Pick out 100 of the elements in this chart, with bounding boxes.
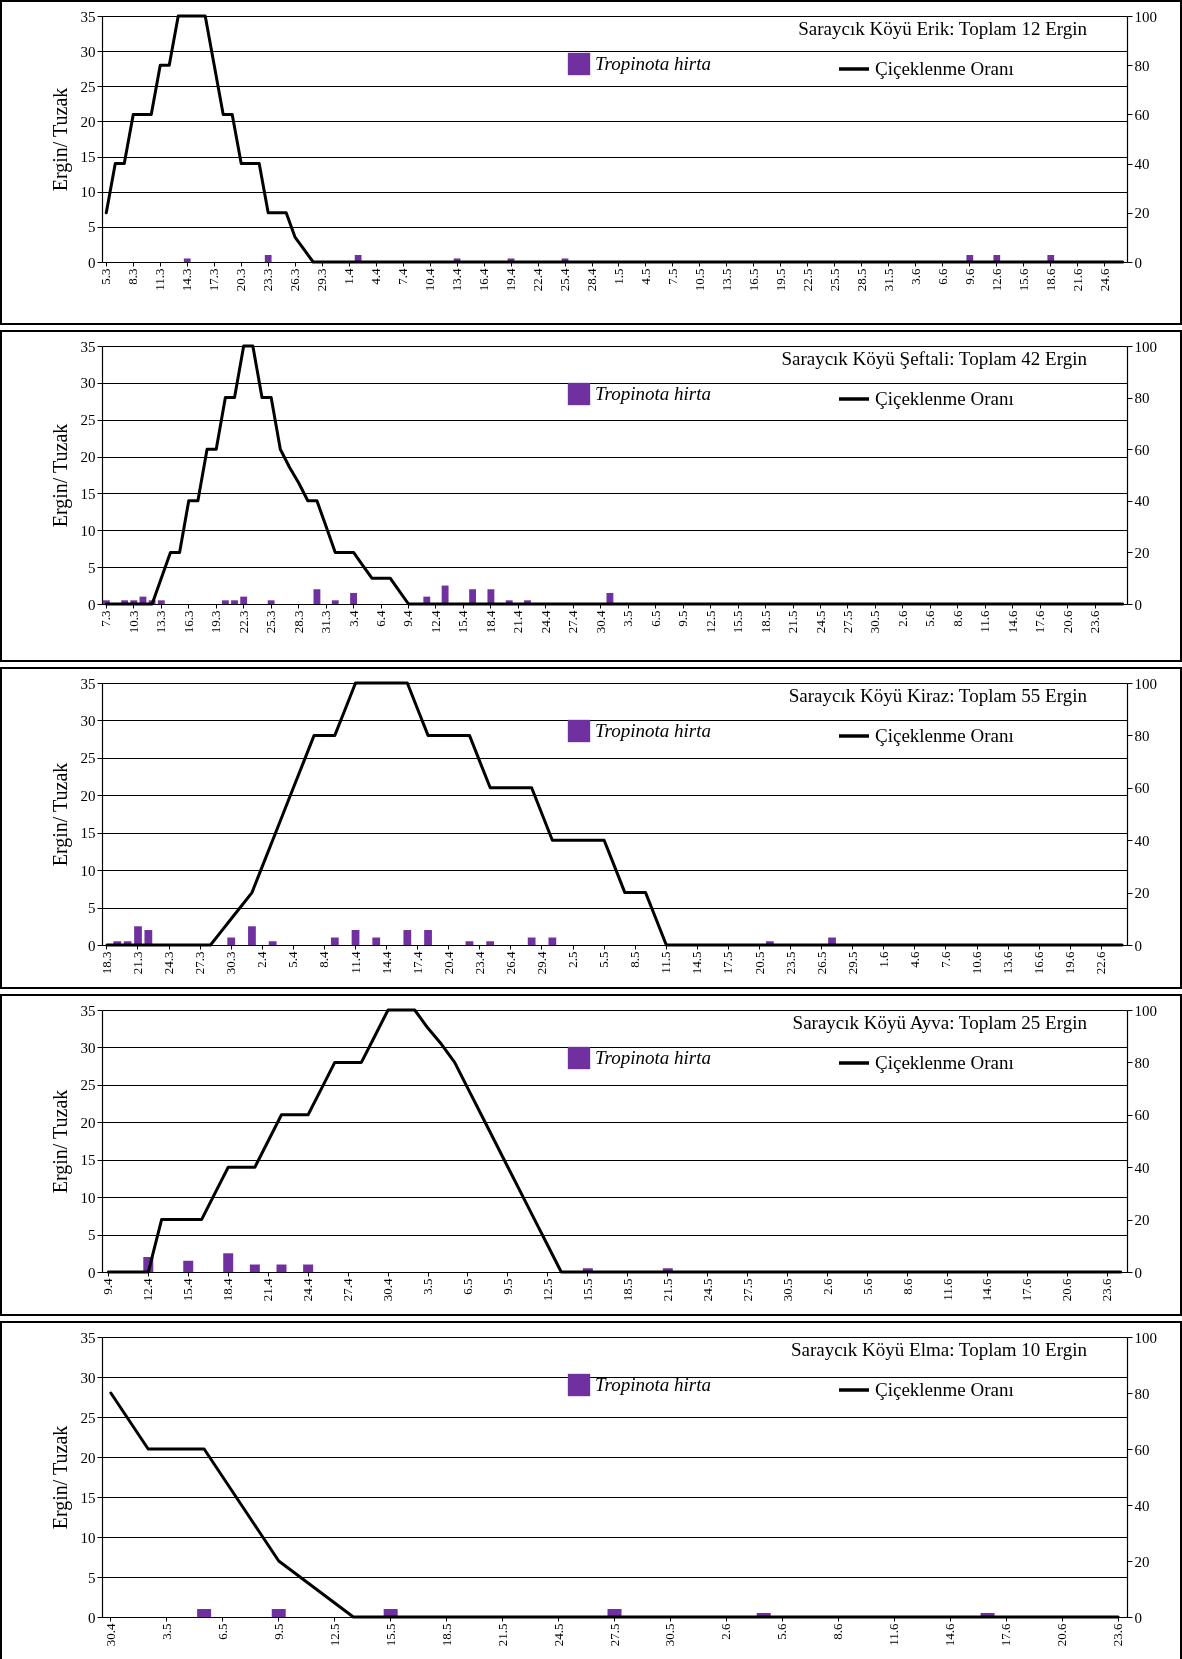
x-tick-label: 2.6	[819, 1278, 835, 1295]
x-tick-label: 6.5	[647, 610, 663, 627]
x-tick-label: 14.4	[378, 951, 394, 975]
y-tick-label: 15	[80, 149, 96, 166]
x-tick-label: 10.3	[125, 610, 141, 634]
x-tick-label: 23.3	[260, 268, 276, 292]
x-tick-label: 12.5	[539, 1278, 555, 1302]
x-tick-label: 13.4	[449, 268, 465, 292]
y-tick-label: 10	[80, 1189, 96, 1206]
y2-tick-label: 20	[1134, 205, 1150, 222]
y-tick-label: 5	[88, 1569, 96, 1586]
x-tick-label: 21.3	[130, 951, 145, 975]
x-tick-label: 22.3	[235, 610, 251, 634]
x-tick-label: 25.5	[826, 268, 842, 292]
y-tick-label: 30	[80, 375, 96, 392]
x-tick-label: 3.5	[158, 1623, 174, 1640]
chart-title: Saraycık Köyü Ayva: Toplam 25 Ergin	[792, 1012, 1088, 1033]
x-tick-label: 9.6	[961, 268, 977, 285]
y-tick-label: 5	[88, 900, 96, 917]
chart-title: Saraycık Köyü Kiraz: Toplam 55 Ergin	[788, 685, 1088, 706]
y2-tick-label: 20	[1134, 885, 1150, 902]
x-tick-label: 12.5	[326, 1623, 342, 1647]
x-tick-label: 30.5	[662, 1623, 678, 1647]
x-tick-label: 18.4	[220, 1278, 236, 1302]
x-tick-label: 1.5	[611, 268, 626, 285]
x-tick-label: 5.5	[596, 951, 612, 968]
x-tick-label: 2.5	[565, 951, 581, 968]
y-tick-label: 25	[80, 78, 96, 95]
x-tick-label: 29.3	[314, 268, 330, 292]
y2-tick-label: 20	[1134, 1212, 1150, 1229]
x-tick-label: 27.3	[192, 951, 208, 975]
x-tick-label: 28.5	[853, 268, 869, 292]
x-tick-label: 7.3	[98, 610, 114, 627]
x-tick-label: 24.3	[161, 951, 177, 975]
x-tick-label: 2.6	[894, 610, 910, 627]
chart-title: Saraycık Köyü Şeftali: Toplam 42 Ergin	[781, 348, 1088, 369]
y2-tick-label: 60	[1134, 441, 1150, 458]
y-tick-label: 30	[80, 43, 96, 60]
x-tick-label: 17.6	[998, 1623, 1014, 1647]
legend-label: Tropinota hirta	[595, 1047, 711, 1068]
x-tick-label: 25.4	[557, 268, 573, 292]
x-tick-label: 11.4	[347, 951, 363, 974]
x-tick-label: 5.6	[859, 1278, 875, 1295]
x-tick-label: 14.6	[1004, 610, 1020, 634]
y-tick-label: 0	[88, 596, 96, 613]
x-tick-label: 6.4	[373, 610, 389, 627]
y-tick-label: 15	[80, 485, 96, 502]
y-tick-label: 35	[80, 338, 96, 355]
y2-tick-label: 80	[1134, 57, 1150, 74]
y2-tick-label: 0	[1134, 937, 1142, 954]
x-tick-label: 7.5	[664, 268, 680, 285]
x-tick-label: 15.4	[180, 1278, 196, 1302]
chart-title: Saraycık Köyü Elma: Toplam 10 Ergin	[790, 1339, 1088, 1360]
y2-tick-label: 40	[1134, 1159, 1150, 1176]
x-tick-label: 29.4	[533, 951, 549, 975]
x-tick-label: 21.5	[659, 1278, 675, 1302]
x-tick-label: 5.6	[922, 610, 938, 627]
x-tick-label: 25.3	[263, 610, 279, 634]
x-tick-label: 21.5	[785, 610, 801, 634]
x-tick-label: 6.5	[459, 1278, 475, 1295]
y-tick-label: 15	[80, 1152, 96, 1169]
x-tick-label: 7.4	[395, 268, 411, 285]
x-tick-label: 13.5	[718, 268, 734, 292]
x-tick-label: 9.5	[499, 1278, 515, 1295]
x-tick-label: 21.4	[510, 610, 526, 634]
x-tick-label: 12.4	[140, 1278, 156, 1302]
x-tick-label: 11.6	[939, 1278, 955, 1301]
x-tick-label: 30.5	[779, 1278, 795, 1302]
x-tick-label: 18.4	[482, 610, 498, 634]
y2-tick-label: 100	[1134, 8, 1157, 25]
y-tick-label: 10	[80, 862, 96, 879]
x-tick-label: 31.5	[880, 268, 896, 292]
x-tick-label: 15.6	[1015, 268, 1031, 292]
x-tick-label: 24.5	[699, 1278, 715, 1302]
x-tick-label: 2.6	[718, 1623, 734, 1640]
x-tick-label: 8.6	[949, 610, 965, 627]
x-tick-label: 5.4	[285, 951, 301, 968]
x-tick-label: 11.6	[886, 1623, 902, 1646]
y2-tick-label: 80	[1134, 390, 1150, 407]
x-tick-label: 16.4	[476, 268, 492, 292]
x-tick-label: 20.6	[1059, 1278, 1075, 1302]
chart-title: Saraycık Köyü Erik: Toplam 12 Ergin	[798, 18, 1088, 39]
y-tick-label: 20	[80, 449, 96, 466]
y-tick-label: 20	[80, 1449, 96, 1466]
y-tick-label: 20	[80, 787, 96, 804]
x-tick-label: 2.4	[254, 951, 270, 968]
x-tick-label: 16.6	[1031, 951, 1047, 975]
y2-tick-label: 0	[1134, 1609, 1142, 1626]
x-tick-label: 31.3	[318, 610, 334, 634]
x-tick-label: 16.3	[180, 610, 196, 634]
y-tick-label: 10	[80, 522, 96, 539]
x-tick-label: 12.6	[988, 268, 1004, 292]
y-tick-label: 20	[80, 113, 96, 130]
y2-tick-label: 40	[1134, 156, 1150, 173]
x-tick-label: 8.6	[899, 1278, 915, 1295]
x-tick-label: 17.3	[206, 268, 222, 292]
y2-tick-label: 0	[1134, 596, 1142, 613]
y-tick-label: 20	[80, 1114, 96, 1131]
x-tick-label: 30.5	[867, 610, 883, 634]
y2-tick-label: 40	[1134, 493, 1150, 510]
